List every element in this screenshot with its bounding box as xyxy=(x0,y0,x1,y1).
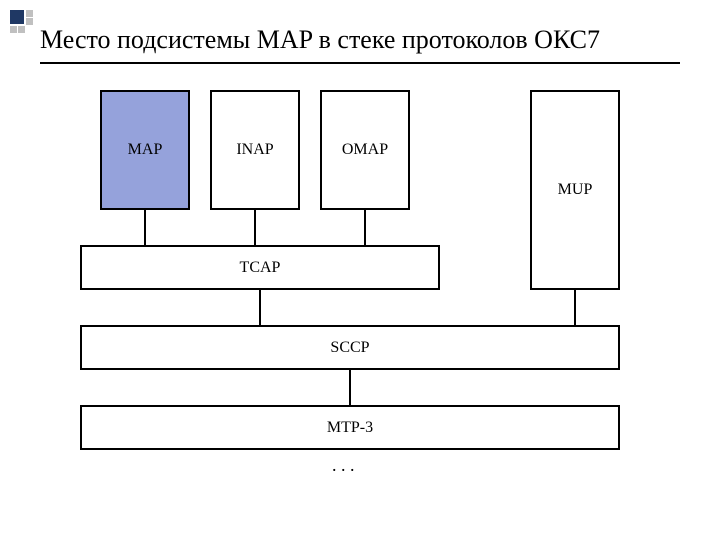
protocol-box-mtp3: MTP-3 xyxy=(80,405,620,450)
protocol-box-map: MAP xyxy=(100,90,190,210)
bullet-square-large xyxy=(10,10,24,24)
connector-line xyxy=(254,210,256,245)
bullet-square-small xyxy=(26,10,33,17)
connector-line xyxy=(144,210,146,245)
bullet-square-small xyxy=(10,26,17,33)
protocol-box-sccp: SCCP xyxy=(80,325,620,370)
connector-line xyxy=(574,290,576,325)
bullet-square-small xyxy=(26,18,33,25)
protocol-box-mup: MUP xyxy=(530,90,620,290)
protocol-box-omap: OMAP xyxy=(320,90,410,210)
slide-title: Место подсистемы MAP в стеке протоколов … xyxy=(40,25,600,55)
connector-line xyxy=(259,290,261,325)
ellipsis-text: . . . xyxy=(332,455,355,476)
title-underline xyxy=(40,62,680,64)
connector-line xyxy=(364,210,366,245)
protocol-box-inap: INAP xyxy=(210,90,300,210)
connector-line xyxy=(349,370,351,405)
protocol-box-tcap: TCAP xyxy=(80,245,440,290)
bullet-square-small xyxy=(18,26,25,33)
